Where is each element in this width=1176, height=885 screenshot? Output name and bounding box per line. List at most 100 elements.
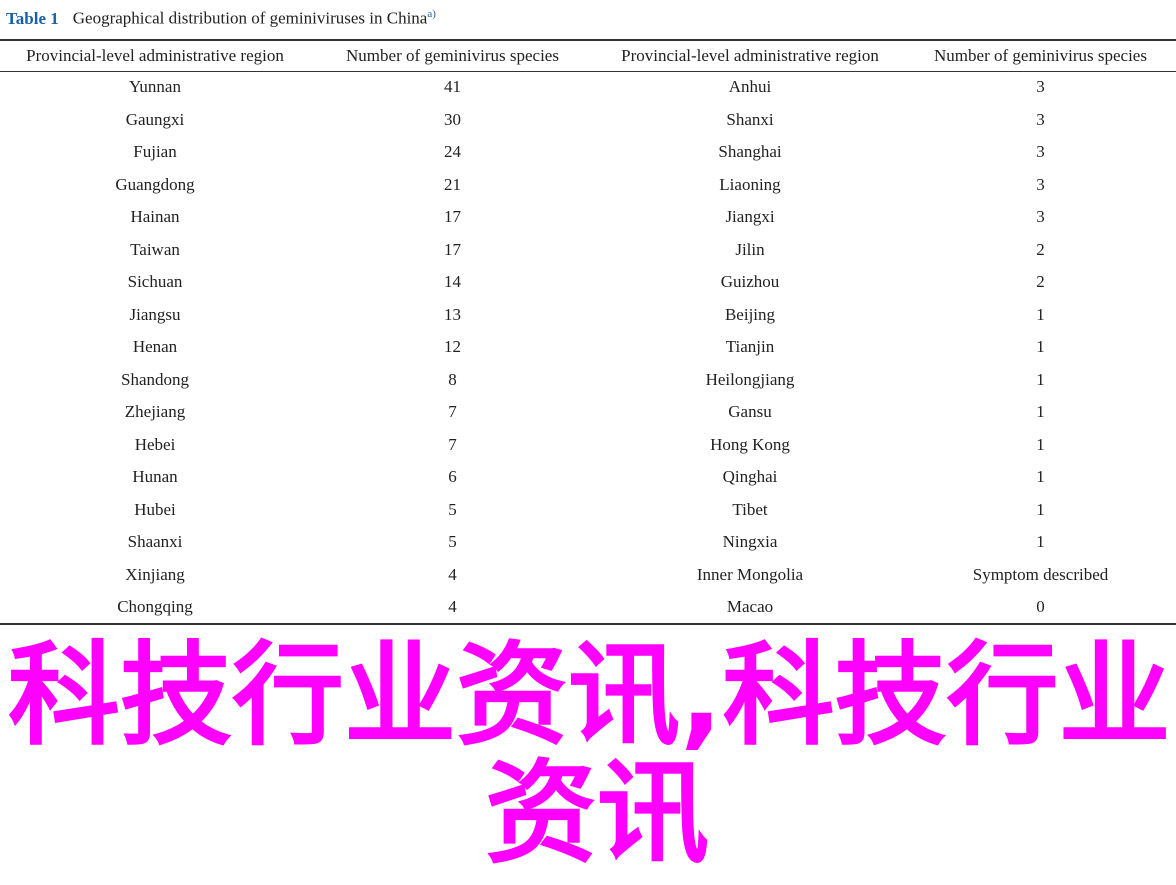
cell-count: Symptom described [972, 564, 1109, 584]
table-row: Sichuan 14 Guizhou 2 [0, 266, 1176, 299]
cell-count: 1 [1036, 499, 1045, 519]
top-rule [0, 39, 1176, 41]
cell-region: Hebei [134, 434, 176, 454]
cell-region: Jiangxi [725, 207, 775, 227]
table-row: Zhejiang 7 Gansu 1 [0, 396, 1176, 429]
table-row: Guangdong 21 Liaoning 3 [0, 169, 1176, 202]
table-row: Hubei 5 Tibet 1 [0, 494, 1176, 527]
cell-count: 5 [448, 532, 457, 552]
watermark: 科技行业资讯,科技行业 资讯 [0, 630, 1176, 885]
cell-count: 24 [444, 142, 461, 162]
cell-count: 8 [448, 369, 457, 389]
cell-region: Henan [132, 337, 178, 357]
cell-count: 12 [444, 337, 461, 357]
cell-count: 4 [448, 597, 457, 617]
header-region: Provincial-level administrative region [621, 45, 879, 65]
cell-region: Tianjin [725, 337, 775, 357]
cell-count: 1 [1036, 369, 1045, 389]
watermark-line-1: 科技行业资讯,科技行业 [8, 631, 1171, 761]
header-row: Provincial-level administrative region N… [0, 40, 1176, 71]
table-caption: Table 1 Geographical distribution of gemi… [6, 8, 436, 29]
cell-count: 0 [1036, 597, 1045, 617]
table-row: Gaungxi 30 Shanxi 3 [0, 104, 1176, 137]
cell-region: Tibet [732, 499, 768, 519]
table-row: Chongqing 4 Macao 0 [0, 591, 1176, 624]
cell-region: Beijing [724, 304, 776, 324]
cell-region: Hubei [134, 499, 176, 519]
table-row: Hunan 6 Qinghai 1 [0, 461, 1176, 494]
cell-count: 1 [1036, 337, 1045, 357]
header-count: Number of geminivirus species [934, 45, 1147, 65]
cell-count: 41 [444, 77, 461, 97]
cell-count: 1 [1036, 434, 1045, 454]
cell-region: Shanghai [718, 142, 782, 162]
table-row: Taiwan 17 Jilin 2 [0, 234, 1176, 267]
cell-region: Ningxia [722, 532, 778, 552]
table-row: Jiangsu 13 Beijing 1 [0, 299, 1176, 332]
cell-region: Sichuan [127, 272, 183, 292]
cell-region: Gaungxi [125, 109, 185, 129]
cell-region: Guizhou [720, 272, 780, 292]
cell-region: Shandong [121, 369, 189, 389]
cell-count: 3 [1036, 174, 1045, 194]
cell-region: Chongqing [117, 597, 193, 617]
cell-region: Gansu [728, 402, 772, 422]
table-sheet: Table 1 Geographical distribution of gemi… [0, 8, 1176, 625]
cell-region: Shaanxi [127, 532, 183, 552]
watermark-line-2: 资讯 [485, 748, 709, 879]
table-row: Shaanxi 5 Ningxia 1 [0, 526, 1176, 559]
cell-region: Hong Kong [710, 434, 790, 454]
cell-region: Hainan [130, 207, 180, 227]
cell-count: 6 [448, 467, 457, 487]
cell-count: 1 [1036, 467, 1045, 487]
footnote-marker[interactable]: a) [427, 8, 436, 20]
table-row: Xinjiang 4 Inner Mongolia Symptom described [0, 559, 1176, 592]
cell-region: Taiwan [130, 239, 180, 259]
cell-count: 3 [1036, 142, 1045, 162]
cell-region: Yunnan [129, 77, 181, 97]
cell-count: 4 [448, 564, 457, 584]
table-row: Henan 12 Tianjin 1 [0, 331, 1176, 364]
cell-region: Jilin [735, 239, 765, 259]
header-region: Provincial-level administrative region [26, 45, 284, 65]
cell-count: 3 [1036, 109, 1045, 129]
table-label: Table 1 [6, 8, 59, 28]
cell-region: Hunan [132, 467, 178, 487]
cell-count: 21 [444, 174, 461, 194]
cell-region: Macao [726, 597, 774, 617]
cell-region: Inner Mongolia [696, 564, 804, 584]
header-count: Number of geminivirus species [346, 45, 559, 65]
cell-region: Guangdong [115, 174, 195, 194]
cell-count: 17 [444, 207, 461, 227]
cell-count: 14 [444, 272, 461, 292]
cell-region: Liaoning [719, 174, 781, 194]
cell-count: 3 [1036, 207, 1045, 227]
cell-region: Shanxi [726, 109, 774, 129]
header-rule [0, 71, 1176, 72]
cell-count: 1 [1036, 402, 1045, 422]
table-title: Geographical distribution of geminivirus… [72, 8, 428, 28]
cell-region: Xinjiang [125, 564, 185, 584]
table-row: Yunnan 41 Anhui 3 [0, 71, 1176, 104]
cell-count: 2 [1036, 272, 1045, 292]
cell-region: Fujian [133, 142, 177, 162]
cell-region: Jiangsu [129, 304, 181, 324]
cell-count: 7 [448, 434, 457, 454]
table-row: Shandong 8 Heilongjiang 1 [0, 364, 1176, 397]
cell-count: 13 [444, 304, 461, 324]
cell-region: Anhui [728, 77, 772, 97]
cell-count: 30 [444, 109, 461, 129]
geminivirus-table: Provincial-level administrative region N… [0, 40, 1176, 624]
cell-count: 17 [444, 239, 461, 259]
cell-region: Qinghai [722, 467, 778, 487]
cell-count: 1 [1036, 532, 1045, 552]
cell-count: 7 [448, 402, 457, 422]
table-row: Hainan 17 Jiangxi 3 [0, 201, 1176, 234]
table-row: Fujian 24 Shanghai 3 [0, 136, 1176, 169]
cell-count: 1 [1036, 304, 1045, 324]
cell-count: 5 [448, 499, 457, 519]
table-row: Hebei 7 Hong Kong 1 [0, 429, 1176, 462]
cell-region: Zhejiang [124, 402, 186, 422]
bottom-rule [0, 623, 1176, 625]
cell-count: 3 [1036, 77, 1045, 97]
